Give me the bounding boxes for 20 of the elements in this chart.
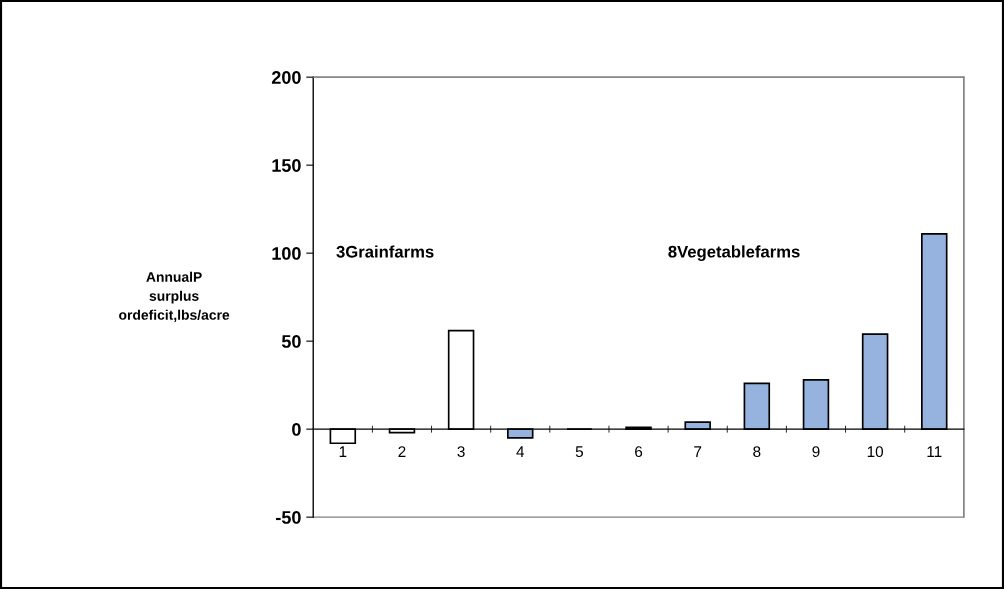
y-tick-label: 0 — [292, 423, 301, 436]
x-tick-label: 5 — [575, 446, 584, 458]
x-tick-label: 11 — [927, 446, 942, 457]
y-tick-label: 50 — [281, 335, 301, 348]
x-tick-label: 4 — [516, 446, 525, 457]
x-tick-label: 7 — [694, 446, 702, 457]
x-tick-label: 9 — [812, 446, 820, 458]
x-tick-label: 2 — [398, 446, 406, 457]
annotation: 8Vegetablefarms — [668, 245, 800, 261]
x-tick-label: 10 — [867, 446, 884, 458]
y-tick-label: 150 — [272, 159, 301, 172]
annotation: 3Grainfarms — [336, 245, 434, 258]
y-tick-label: -50 — [276, 511, 301, 524]
x-tick-label: 6 — [635, 446, 643, 458]
y-axis-title: AnnualP surplus ordeficit,lbs/acre — [119, 271, 230, 322]
y-tick-label: 100 — [272, 247, 301, 260]
x-tick-label: 3 — [457, 446, 465, 458]
x-tick-label: 1 — [339, 446, 347, 457]
y-tick-label: 200 — [271, 71, 301, 84]
x-tick-label: 8 — [753, 446, 761, 458]
